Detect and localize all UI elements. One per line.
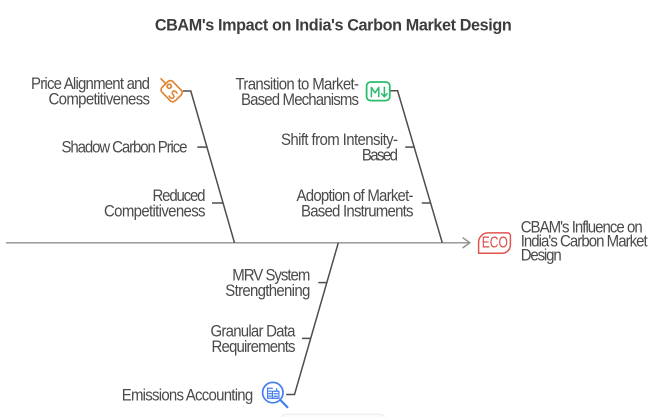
svg-text:MRV System: MRV System xyxy=(232,267,310,285)
svg-text:Granular Data: Granular Data xyxy=(211,323,296,341)
svg-text:Competitiveness: Competitiveness xyxy=(48,91,150,109)
svg-text:ECO: ECO xyxy=(482,233,508,251)
svg-text:Based Mechanisms: Based Mechanisms xyxy=(241,91,359,109)
svg-text:Shadow Carbon Price: Shadow Carbon Price xyxy=(62,139,188,157)
svg-text:Competitiveness: Competitiveness xyxy=(104,203,206,221)
svg-text:Requirements: Requirements xyxy=(212,338,296,356)
svg-text:Reduced: Reduced xyxy=(153,187,206,205)
svg-text:Emissions Accounting: Emissions Accounting xyxy=(122,387,254,405)
svg-text:CBAM's Influence on: CBAM's Influence on xyxy=(521,219,643,237)
svg-text:Strengthening: Strengthening xyxy=(225,282,310,300)
svg-text:India's Carbon Market: India's Carbon Market xyxy=(521,233,649,251)
svg-text:Based: Based xyxy=(362,147,398,165)
svg-text:Based Instruments: Based Instruments xyxy=(301,203,414,221)
svg-text:Price Alignment and: Price Alignment and xyxy=(31,75,150,93)
svg-text:Shift from Intensity-: Shift from Intensity- xyxy=(281,131,398,149)
svg-text:CBAM's Impact on India's Carbo: CBAM's Impact on India's Carbon Market D… xyxy=(155,15,512,34)
svg-text:Transition to Market-: Transition to Market- xyxy=(236,76,360,94)
svg-text:Design: Design xyxy=(521,247,562,265)
svg-text:Adoption of Market-: Adoption of Market- xyxy=(297,187,414,205)
